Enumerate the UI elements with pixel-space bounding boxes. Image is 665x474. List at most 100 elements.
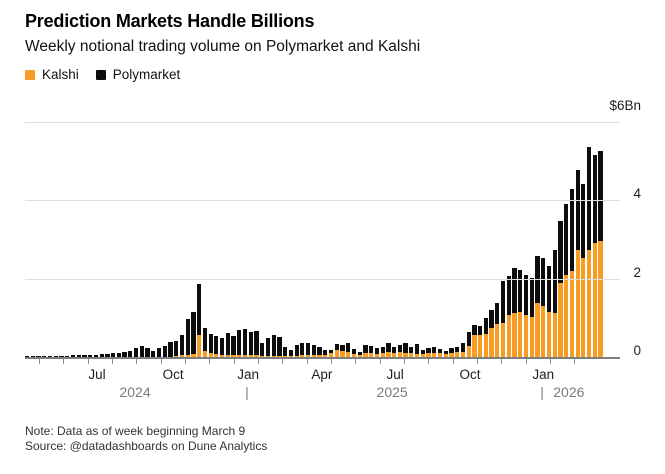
bar-segment-kalshi (512, 313, 517, 357)
bar-segment-polymarket (546, 266, 552, 312)
bar-segment-polymarket (185, 319, 190, 355)
bar-segment-polymarket (569, 189, 574, 272)
bar-segment-kalshi (523, 314, 529, 357)
bar-segment-kalshi (443, 353, 448, 357)
bar-week-62 (380, 346, 385, 357)
bar-week-54 (334, 344, 339, 357)
bar-segment-kalshi (357, 355, 362, 357)
bar-segment-kalshi (305, 355, 311, 357)
bar-segment-polymarket (300, 343, 305, 356)
bar-week-60 (369, 346, 374, 357)
bar-segment-kalshi (340, 351, 345, 357)
bar-segment-polymarket (564, 204, 569, 275)
bar-week-33 (214, 335, 219, 357)
bar-week-31 (202, 327, 207, 357)
bar-segment-polymarket (466, 331, 471, 347)
bar-week-19 (133, 347, 139, 357)
bar-segment-polymarket (541, 257, 546, 306)
bar-week-91 (546, 266, 552, 357)
legend-label-kalshi: Kalshi (42, 67, 79, 82)
bar-segment-polymarket (426, 348, 431, 354)
bar-week-75 (455, 346, 460, 357)
x-axis-tick (209, 359, 211, 364)
x-axis-month-label: Jan (532, 367, 555, 382)
bar-week-53 (328, 349, 334, 357)
bar-segment-polymarket (237, 329, 242, 356)
bar-week-77 (466, 331, 471, 357)
bar-week-82 (495, 302, 500, 357)
bar-segment-polymarket (294, 344, 299, 356)
bar-week-57 (351, 349, 357, 357)
bar-segment-polymarket (305, 342, 311, 356)
x-axis-month-label: Oct (459, 367, 481, 382)
x-axis-tick (282, 359, 284, 364)
bar-segment-polymarket (581, 183, 586, 259)
bar-segment-kalshi (420, 353, 425, 357)
bar-week-55 (340, 344, 345, 357)
bar-week-94 (564, 204, 569, 357)
bar-segment-kalshi (265, 355, 271, 357)
bar-week-88 (529, 277, 534, 357)
bar-segment-kalshi (369, 353, 374, 357)
x-axis-tick (477, 359, 479, 364)
bar-segment-polymarket (42, 356, 47, 357)
bar-week-45 (283, 346, 288, 357)
bar-week-96 (575, 170, 580, 357)
bar-segment-polymarket (59, 355, 64, 357)
x-axis-year-label: 2026 (553, 384, 585, 400)
bar-segment-polymarket (317, 347, 322, 356)
bar-week-40 (254, 330, 259, 357)
bar-segment-polymarket (265, 338, 271, 356)
bar-segment-kalshi (409, 353, 414, 357)
bar-segment-polymarket (489, 310, 494, 328)
bar-segment-kalshi (552, 313, 557, 357)
bar-segment-polymarket (575, 170, 580, 250)
bar-segment-kalshi (323, 355, 328, 357)
bar-segment-kalshi (191, 353, 196, 357)
bar-segment-polymarket (105, 353, 110, 357)
bar-segment-kalshi (575, 249, 580, 357)
bar-segment-polymarket (472, 324, 477, 336)
x-axis-tick (111, 359, 113, 364)
bar-week-25 (168, 342, 173, 357)
x-axis-tick (550, 359, 552, 364)
bar-segment-polymarket (403, 343, 408, 354)
x-axis-tick (38, 359, 40, 364)
bar-segment-polymarket (99, 354, 104, 357)
bar-segment-kalshi (317, 355, 322, 357)
bar-segment-polymarket (248, 331, 253, 356)
bar-week-17 (122, 351, 127, 357)
bar-segment-kalshi (495, 323, 500, 357)
y-axis-label-4: 4 (633, 186, 641, 202)
chart-title: Prediction Markets Handle Billions (25, 11, 315, 31)
bar-week-51 (317, 347, 322, 357)
bar-segment-kalshi (592, 242, 597, 357)
bar-segment-polymarket (168, 342, 173, 357)
bar-segment-polymarket (432, 347, 437, 354)
bar-segment-kalshi (478, 335, 483, 357)
bar-week-3 (42, 356, 47, 357)
bar-segment-polymarket (191, 311, 196, 354)
bar-segment-kalshi (392, 353, 397, 357)
bar-week-71 (432, 347, 437, 357)
bar-segment-polymarket (558, 220, 563, 283)
x-axis-tick (136, 359, 138, 364)
bar-week-50 (311, 344, 316, 357)
x-axis-tick (87, 359, 89, 364)
bar-segment-polymarket (529, 277, 534, 317)
bar-segment-kalshi (225, 355, 230, 357)
x-axis-month-label: Jul (88, 367, 106, 382)
bar-week-1 (30, 356, 35, 357)
gridline-2 (25, 278, 620, 280)
bar-week-30 (197, 283, 202, 357)
bar-segment-polymarket (351, 349, 357, 354)
bar-segment-kalshi (351, 353, 357, 357)
bar-week-28 (185, 319, 190, 357)
bar-week-95 (569, 189, 574, 357)
bar-week-56 (346, 343, 351, 357)
bar-segment-kalshi (558, 282, 563, 357)
bar-segment-polymarket (369, 346, 374, 354)
bar-segment-polymarket (82, 355, 87, 357)
x-axis-year-divider: | (540, 384, 544, 400)
